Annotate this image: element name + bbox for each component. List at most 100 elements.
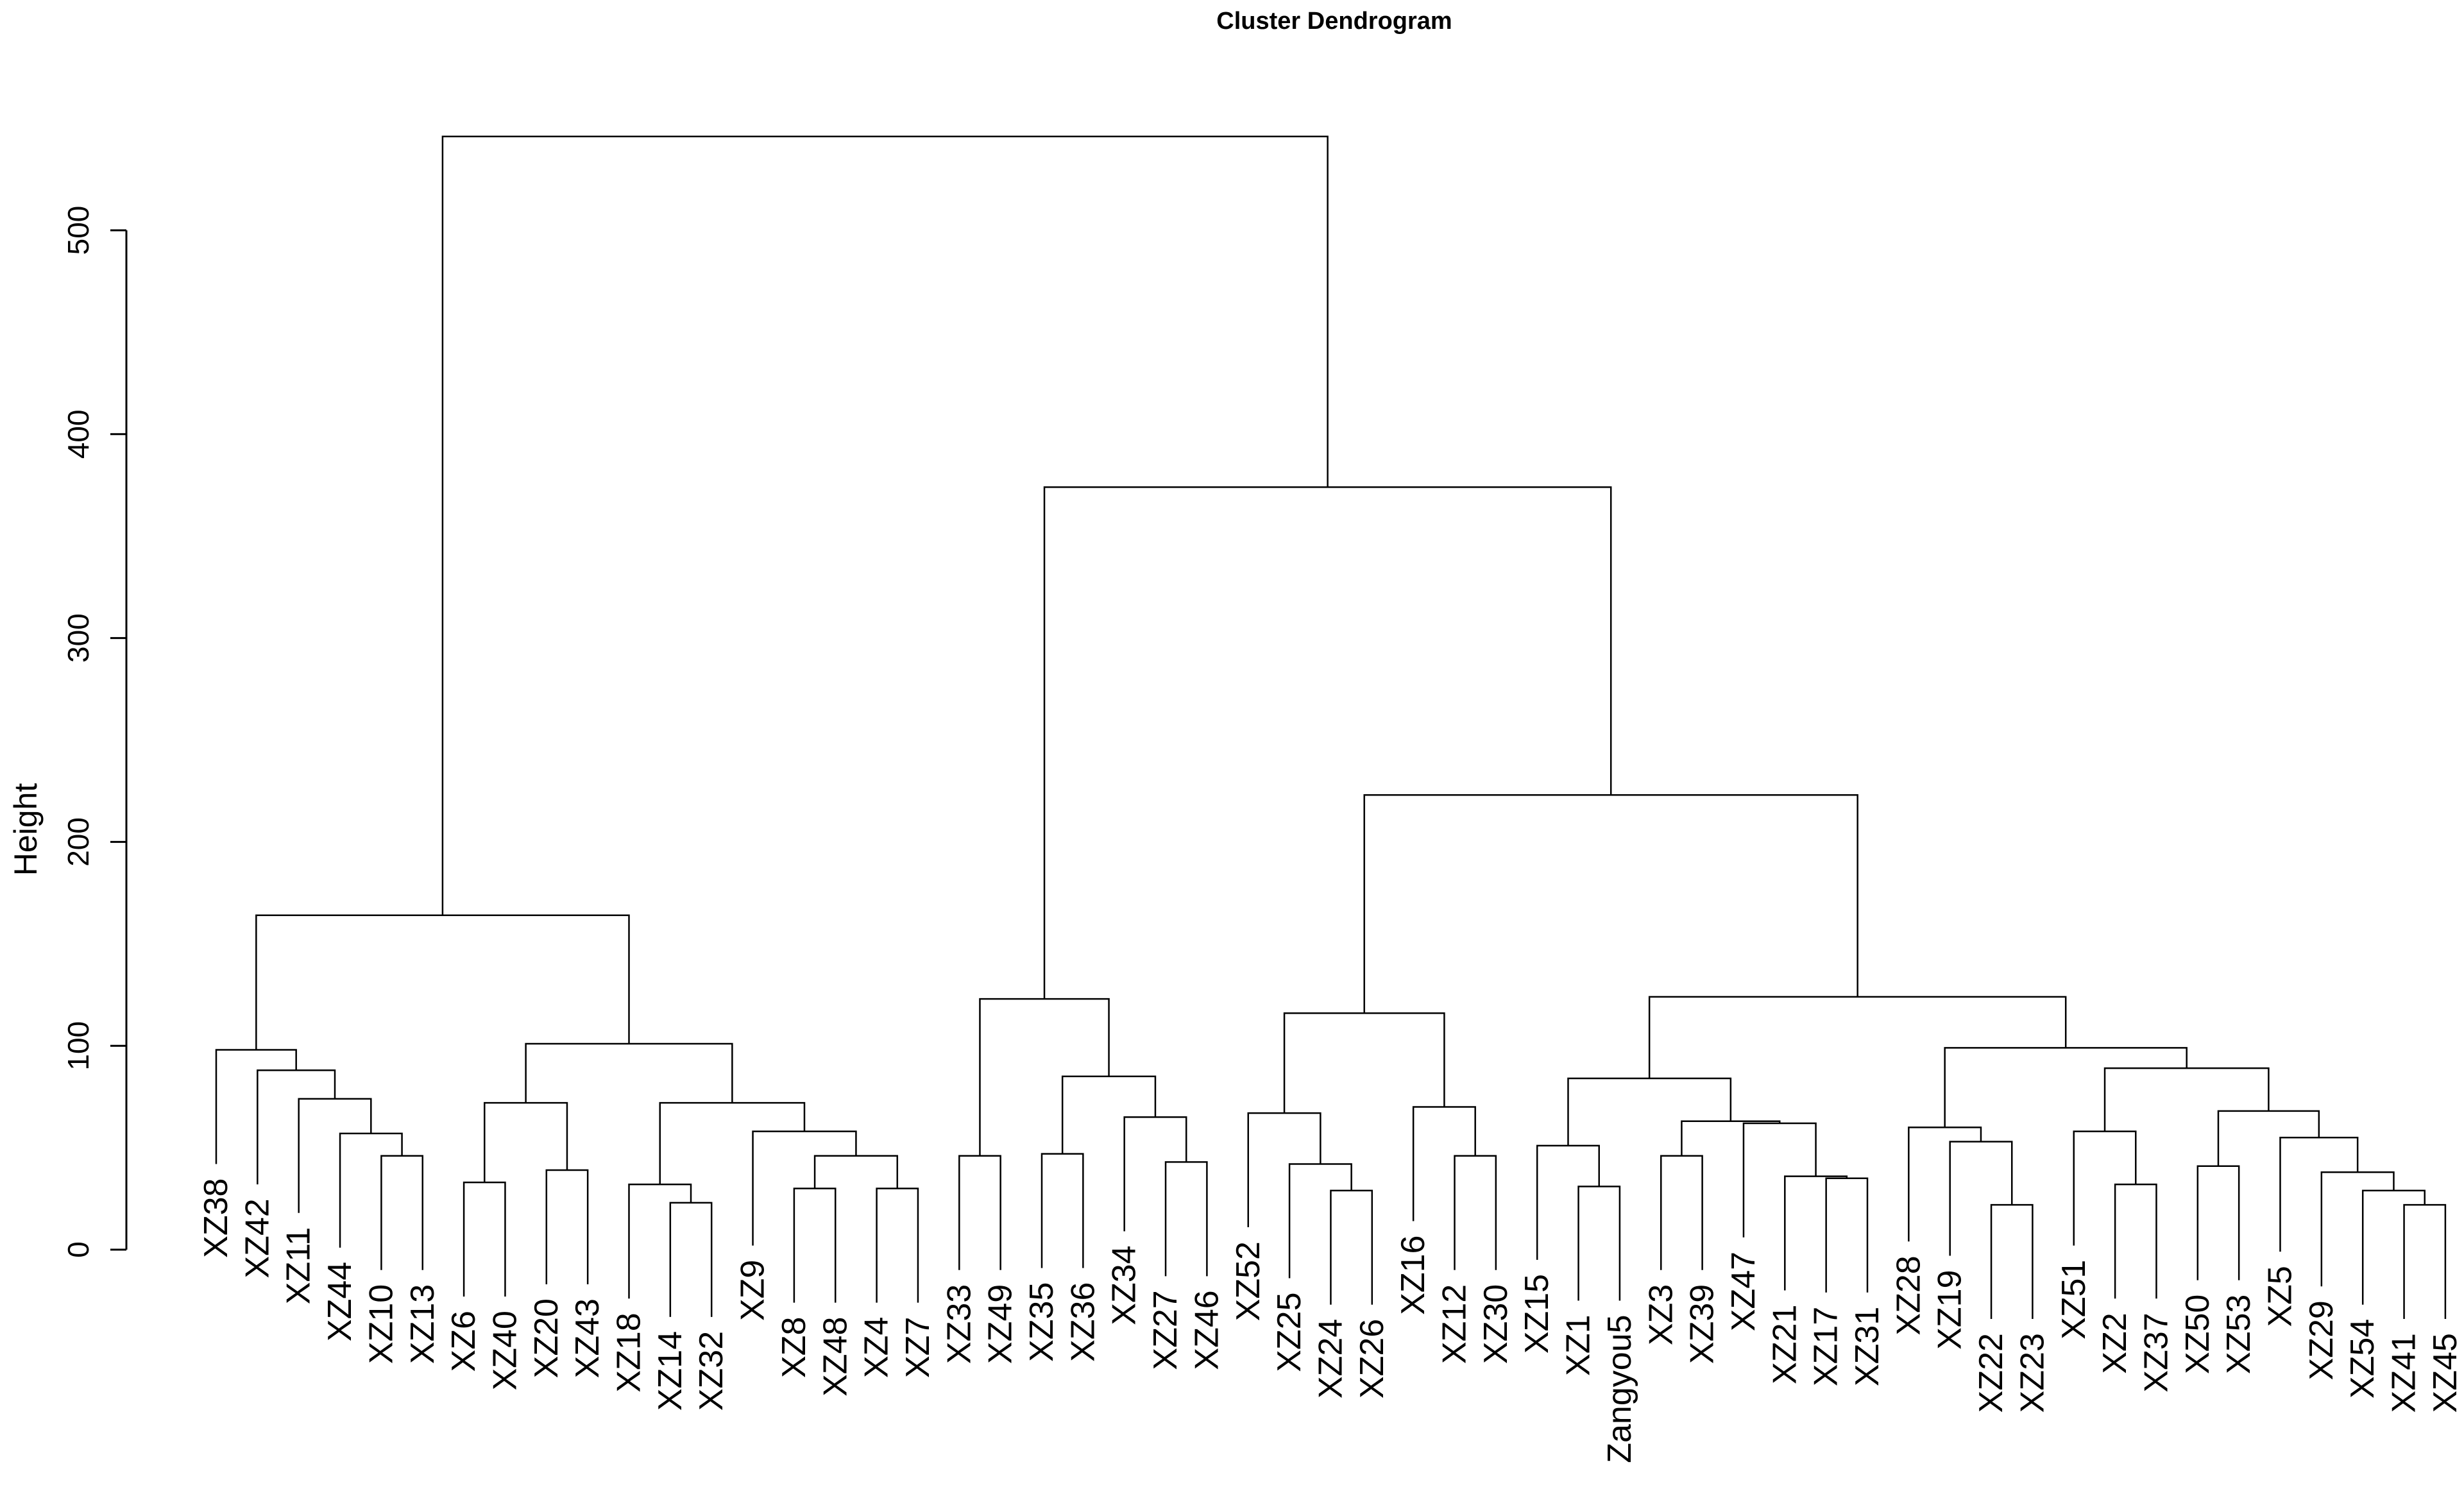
leaf-label-XZ7: XZ7 (899, 1317, 937, 1378)
leaf-label-XZ48: XZ48 (817, 1317, 854, 1397)
merge-link-37 (1567, 1077, 1732, 1146)
y-axis: 0 100 200 300 400 500 (62, 206, 128, 1258)
merge-link-47 (2279, 1136, 2359, 1252)
y-tick-label-100: 100 (62, 1021, 95, 1071)
leaf-label-XZ51: XZ51 (2055, 1260, 2093, 1339)
merge-link-32 (1660, 1155, 1703, 1270)
merge-link-45 (2361, 1189, 2426, 1305)
merge-link-28 (1412, 1106, 1476, 1221)
leaf-labels: XZ38 XZ42 XZ11 XZ44 XZ10 XZ13 XZ6 XZ40 XZ20 XZ43 X… (198, 1178, 2464, 1463)
merge-link-20 (1164, 1161, 1208, 1277)
merge-link-26 (1247, 1112, 1321, 1228)
leaf-label-XZ34: XZ34 (1106, 1245, 1143, 1325)
y-tick-label-500: 500 (62, 206, 95, 255)
merge-link-33 (1825, 1177, 1869, 1293)
leaf-label-XZ11: XZ11 (280, 1227, 318, 1304)
merge-link-48 (2217, 1110, 2320, 1166)
merge-link-23 (979, 998, 1110, 1156)
leaf-label-XZ25: XZ25 (1271, 1292, 1308, 1372)
y-tick-label-400: 400 (62, 409, 95, 459)
merge-link-25 (1288, 1163, 1352, 1279)
leaf-label-XZ35: XZ35 (1023, 1282, 1060, 1362)
merge-link-2 (339, 1132, 403, 1248)
dendrogram-links (215, 135, 2447, 1320)
chart-title: Cluster Dendrogram (1216, 8, 1452, 35)
y-axis-label: Height (8, 783, 44, 876)
merge-link-30 (1577, 1186, 1621, 1301)
leaf-label-XZ28: XZ28 (1890, 1255, 1927, 1335)
leaf-label-XZ52: XZ52 (1230, 1241, 1267, 1321)
leaf-label-XZ13: XZ13 (404, 1284, 441, 1364)
merge-link-43 (2196, 1165, 2240, 1280)
merge-link-29 (1283, 1012, 1445, 1114)
leaf-label-XZ18: XZ18 (611, 1313, 648, 1392)
merge-link-19 (1041, 1153, 1084, 1268)
merge-link-49 (2103, 1067, 2270, 1132)
merge-link-38 (1990, 1203, 2034, 1320)
merge-link-31 (1536, 1144, 1600, 1260)
leaf-label-XZ19: XZ19 (1932, 1270, 1969, 1350)
leaf-label-XZ33: XZ33 (940, 1284, 978, 1364)
merge-link-27 (1454, 1155, 1497, 1270)
leaf-label-XZ3: XZ3 (1642, 1284, 1679, 1345)
merge-link-42 (2073, 1130, 2137, 1246)
leaf-label-XZ26: XZ26 (1354, 1319, 1391, 1398)
merge-link-41 (2114, 1184, 2157, 1299)
leaf-label-XZ21: XZ21 (1766, 1305, 1803, 1384)
merge-link-16 (525, 1042, 733, 1103)
leaf-label-XZ15: XZ15 (1518, 1274, 1556, 1354)
leaf-label-XZ45: XZ45 (2427, 1333, 2464, 1413)
merge-link-34 (1784, 1175, 1848, 1291)
merge-link-36 (1681, 1120, 1781, 1156)
leaf-label-XZ1: XZ1 (1560, 1314, 1597, 1375)
leaf-label-XZ50: XZ50 (2179, 1295, 2216, 1374)
merge-link-12 (793, 1187, 837, 1303)
merge-link-3 (298, 1098, 372, 1213)
merge-link-39 (1949, 1141, 2013, 1256)
leaf-label-XZ27: XZ27 (1147, 1290, 1184, 1370)
merge-link-7 (545, 1169, 589, 1285)
leaf-label-XZ36: XZ36 (1064, 1282, 1101, 1362)
merge-link-40 (1908, 1126, 1982, 1242)
leaf-label-XZ40: XZ40 (486, 1311, 523, 1390)
leaf-label-XZ39: XZ39 (1684, 1284, 1721, 1364)
merge-link-44 (2403, 1203, 2447, 1320)
leaf-label-XZ12: XZ12 (1436, 1284, 1474, 1364)
merge-link-21 (1123, 1116, 1187, 1232)
leaf-label-XZ32: XZ32 (693, 1331, 730, 1411)
merge-link-17 (255, 914, 630, 1050)
leaf-label-XZ24: XZ24 (1312, 1319, 1349, 1398)
merge-link-10 (628, 1184, 692, 1299)
leaf-label-XZ49: XZ49 (982, 1284, 1019, 1364)
leaf-label-XZ2: XZ2 (2096, 1313, 2134, 1373)
leaf-label-XZ54: XZ54 (2344, 1319, 2381, 1398)
leaf-label-XZ42: XZ42 (239, 1198, 276, 1278)
leaf-label-XZ31: XZ31 (1849, 1307, 1886, 1386)
merge-link-46 (2320, 1171, 2395, 1287)
merge-link-35 (1742, 1122, 1817, 1237)
leaf-label-XZ17: XZ17 (1808, 1307, 1845, 1386)
merge-link-15 (659, 1101, 806, 1185)
leaf-label-XZ9: XZ9 (735, 1260, 772, 1321)
y-tick-label-200: 200 (62, 817, 95, 867)
leaf-label-XZ29: XZ29 (2303, 1300, 2340, 1380)
leaf-label-XZ23: XZ23 (2014, 1333, 2051, 1413)
merge-link-13 (813, 1155, 899, 1189)
y-tick-label-0: 0 (62, 1241, 95, 1258)
merge-link-4 (257, 1069, 336, 1185)
leaf-label-XZ5: XZ5 (2262, 1266, 2299, 1327)
merge-link-18 (958, 1155, 1001, 1270)
leaf-label-XZ8: XZ8 (776, 1317, 813, 1378)
leaf-label-XZ37: XZ37 (2137, 1313, 2175, 1392)
y-tick-label-300: 300 (62, 613, 95, 663)
leaf-label-XZ14: XZ14 (652, 1331, 689, 1411)
merge-link-9 (669, 1202, 713, 1317)
leaf-label-XZ46: XZ46 (1188, 1290, 1225, 1370)
merge-link-11 (876, 1187, 919, 1303)
leaf-label-XZ4: XZ4 (858, 1317, 896, 1378)
leaf-label-XZ43: XZ43 (569, 1298, 606, 1378)
leaf-label-XZ41: XZ41 (2386, 1333, 2423, 1413)
merge-link-24 (1330, 1189, 1373, 1305)
merge-link-54 (441, 135, 1329, 915)
